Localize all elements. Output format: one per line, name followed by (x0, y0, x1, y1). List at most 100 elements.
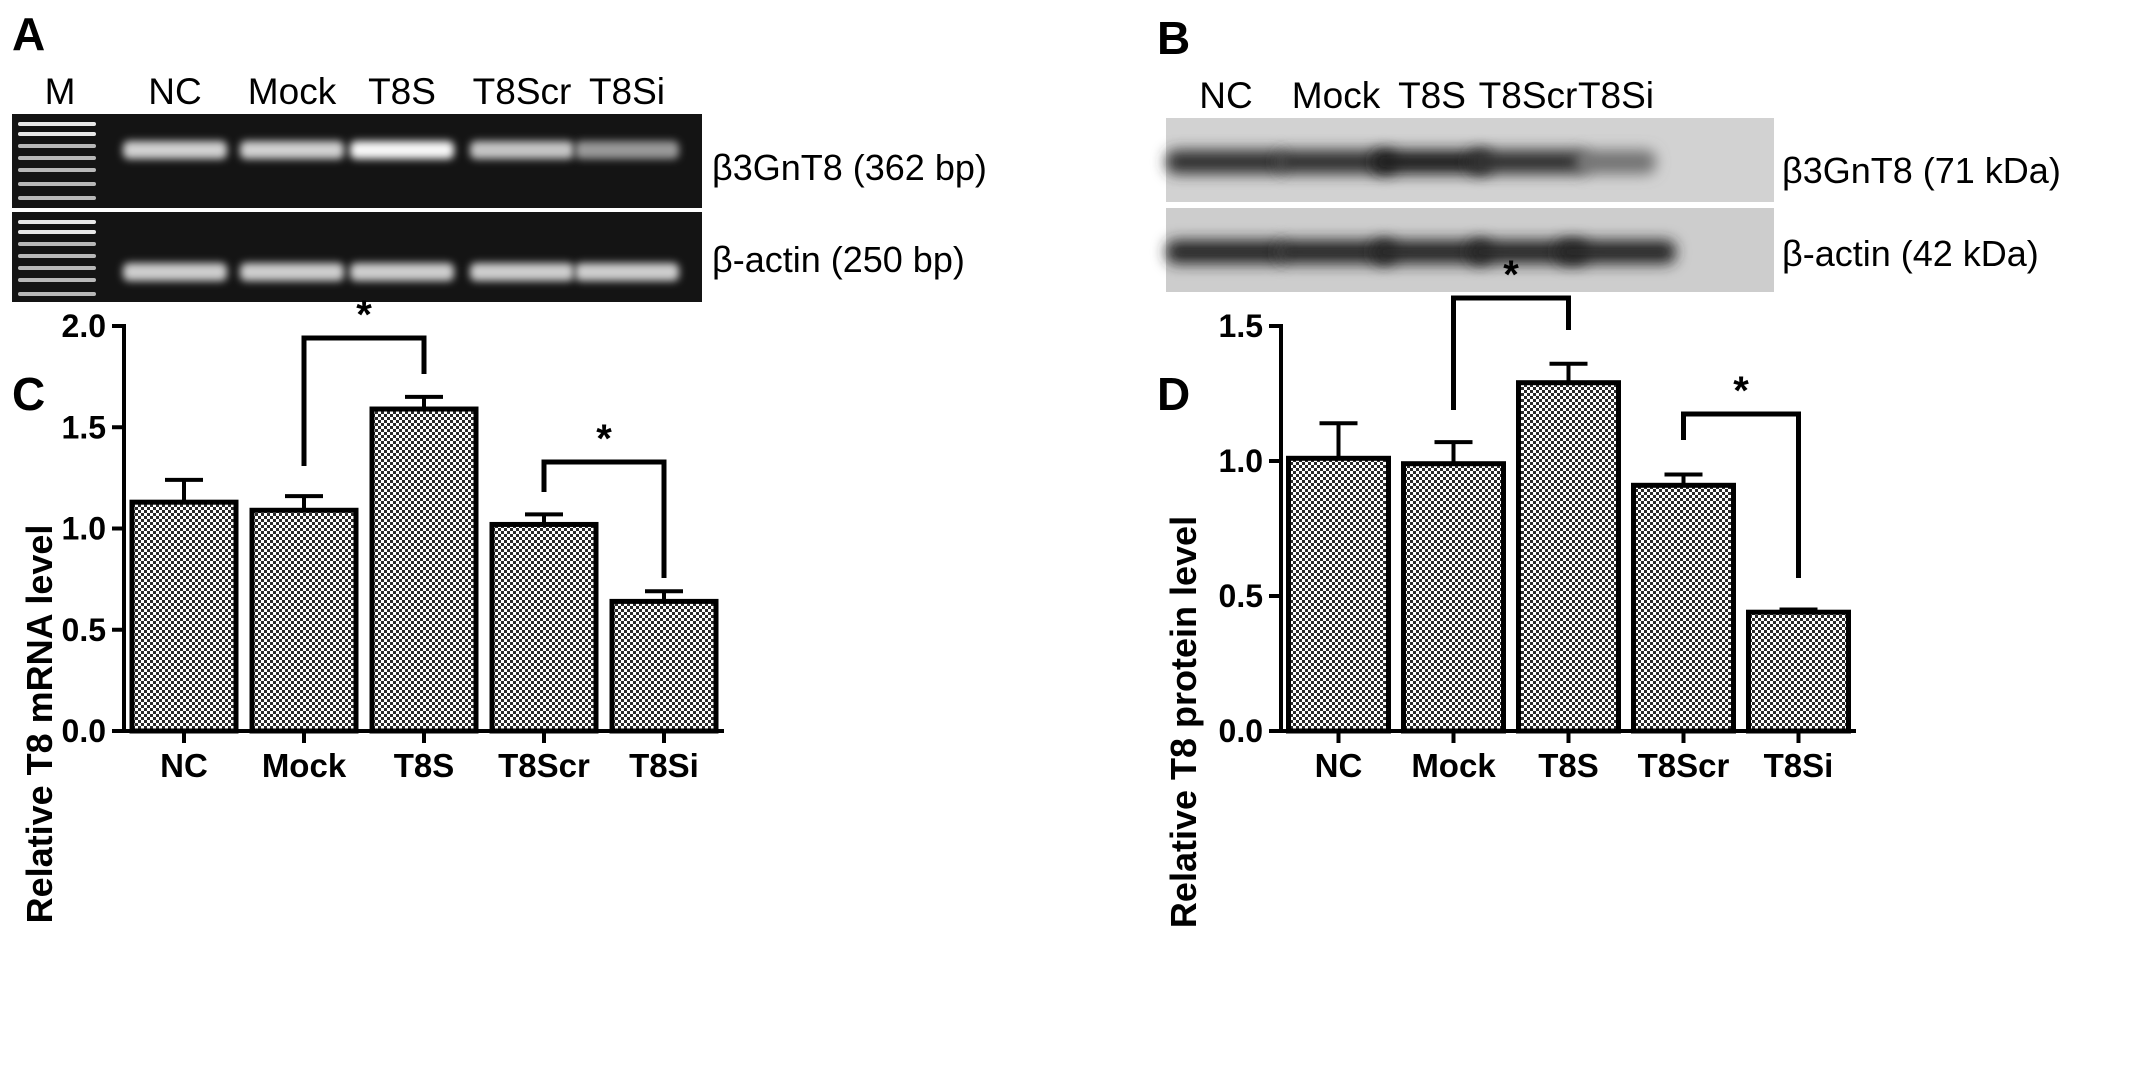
significance-star: * (1503, 253, 1519, 297)
ladder-band (18, 182, 96, 186)
bar-t8scr (1631, 482, 1736, 734)
y-tick-label: 0.0 (1219, 713, 1263, 749)
gel-band-actin-t8s (350, 263, 454, 281)
blot-band-target-nc (1166, 150, 1286, 174)
ladder-band (18, 230, 96, 234)
blot-band-actin-t8si (1556, 240, 1676, 264)
x-tick-label-nc: NC (160, 747, 208, 784)
blot-lane-label-t8scr: T8Scr (1479, 75, 1578, 116)
panel-letter-a: A (12, 8, 45, 60)
x-tick-label-nc: NC (1315, 747, 1363, 784)
bar-nc (1286, 455, 1391, 734)
ladder-band (18, 156, 96, 160)
y-tick-label: 1.5 (62, 409, 106, 445)
y-tick-label: 2.0 (62, 308, 106, 344)
bar-t8si (609, 598, 719, 734)
blot-band-target-t8si (1576, 150, 1656, 174)
gel-band-actin-t8scr (470, 263, 574, 281)
gel-strip-bottom (12, 212, 702, 302)
y-tick-label: 1.0 (62, 511, 106, 547)
bar-chart-d: 0.0 0.5 1.0 1.5 NC Mock T8S T8Scr T8Si * * (1219, 253, 1856, 784)
y-axis-title-c: Relative T8 mRNA level (19, 525, 60, 924)
bar-mock (1401, 461, 1506, 734)
y-tick-label: 0.5 (62, 612, 106, 648)
ladder-band (18, 278, 96, 282)
ladder-band (18, 266, 96, 270)
gel-lane-label-t8si: T8Si (589, 71, 665, 112)
gel-lane-label-t8scr: T8Scr (473, 71, 572, 112)
gel-band-actin-t8si (575, 263, 679, 281)
gel-strip-top (12, 114, 702, 208)
gel-lane-label-mock: Mock (248, 71, 337, 112)
blot-panel-b: NC Mock T8S T8Scr T8Si β3GnT8 (71 kDa) β-act… (1166, 75, 2061, 292)
x-tick-label-t8s: T8S (394, 747, 455, 784)
x-tick-label-t8si: T8Si (1764, 747, 1834, 784)
gel-lane-labels: NC Mock T8S T8Scr T8Si (148, 71, 665, 112)
significance-bracket (1681, 411, 1801, 578)
significance-star: * (1733, 369, 1749, 413)
bar-chart-c: 0.0 0.5 1.0 1.5 2.0 NC Mock T8S T8Scr T8Si * * (62, 293, 724, 784)
ladder-band (18, 242, 96, 246)
blot-lane-label-mock: Mock (1292, 75, 1381, 116)
significance-bracket (301, 335, 427, 466)
gel-band-target-t8scr (470, 141, 574, 159)
blot-bands (1166, 150, 1676, 264)
blot-lane-labels: NC Mock T8S T8Scr T8Si (1199, 75, 1654, 116)
x-tick-label-t8scr: T8Scr (498, 747, 590, 784)
marker-lane-label: M (45, 71, 76, 112)
y-axis-title-d: Relative T8 protein level (1163, 516, 1204, 928)
blot-lane-label-nc: NC (1199, 75, 1252, 116)
gel-band-target-mock (240, 141, 344, 159)
gel-band-target-nc (123, 141, 227, 159)
blot-band-label-actin: β-actin (42 kDa) (1782, 233, 2039, 274)
x-tick-label-t8scr: T8Scr (1638, 747, 1730, 784)
blot-band-actin-t8s (1372, 240, 1492, 264)
significance-bracket (541, 459, 667, 578)
panel-letter-c: C (12, 368, 45, 420)
ladder-band (18, 132, 96, 136)
significance-star: * (356, 293, 372, 337)
dna-ladder (18, 122, 96, 296)
blot-band-target-mock (1276, 150, 1396, 174)
blot-lane-label-t8si: T8Si (1578, 75, 1654, 116)
gel-band-actin-mock (240, 263, 344, 281)
bar-nc (129, 499, 239, 734)
y-tick-label: 1.0 (1219, 443, 1263, 479)
ladder-band (18, 292, 96, 296)
ladder-band (18, 122, 96, 126)
gel-panel-a: M NC Mock T8S T8Scr T8Si β3GnT8 (362 bp) β-a… (12, 71, 987, 302)
blot-band-actin-nc (1166, 240, 1286, 264)
gel-band-label-actin: β-actin (250 bp) (712, 239, 965, 280)
gel-band-target-t8si (575, 141, 679, 159)
gel-lane-label-t8s: T8S (368, 71, 436, 112)
bar-t8si (1746, 609, 1851, 734)
blot-band-target-t8scr (1468, 150, 1588, 174)
bar-t8s (369, 406, 479, 734)
bar-t8scr (489, 521, 599, 734)
blot-lane-label-t8s: T8S (1398, 75, 1466, 116)
y-tick-label: 0.0 (62, 713, 106, 749)
blot-band-actin-mock (1276, 240, 1396, 264)
gel-band-actin-nc (123, 263, 227, 281)
panel-letter-d: D (1157, 368, 1190, 420)
x-tick-label-t8s: T8S (1538, 747, 1599, 784)
significance-bracket (1451, 295, 1571, 410)
x-tick-label-t8si: T8Si (629, 747, 699, 784)
x-tick-label-mock: Mock (1411, 747, 1496, 784)
significance-star: * (596, 417, 612, 461)
blot-band-label-target: β3GnT8 (71 kDa) (1782, 150, 2061, 191)
gel-bands (123, 141, 679, 281)
y-tick-label: 1.5 (1219, 308, 1263, 344)
x-tick-label-mock: Mock (262, 747, 347, 784)
gel-band-label-target: β3GnT8 (362 bp) (712, 147, 987, 188)
ladder-band (18, 168, 96, 172)
gel-lane-label-nc: NC (148, 71, 201, 112)
bar-mock (249, 507, 359, 734)
ladder-band (18, 144, 96, 148)
ladder-band (18, 196, 96, 200)
blot-band-target-t8s (1372, 150, 1492, 174)
gel-band-target-t8s (350, 141, 454, 159)
ladder-band (18, 220, 96, 224)
panel-letter-b: B (1157, 12, 1190, 64)
